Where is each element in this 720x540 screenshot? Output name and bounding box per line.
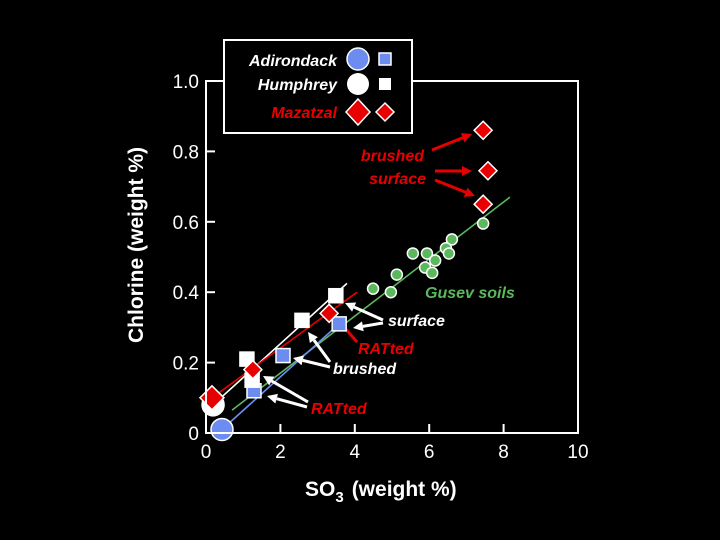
gusev-soils-point [442, 247, 456, 260]
annotation-ratted-upper: RATted [358, 341, 415, 358]
legend-label-mazatzal: Mazatzal [271, 105, 337, 122]
x-axis-label: SO3 (weight %) [305, 478, 457, 506]
x-tick-label: 10 [567, 442, 588, 463]
y-tick-label: 0.6 [173, 213, 199, 234]
x-tick-label: 6 [424, 442, 435, 463]
gusev-soils-point [390, 268, 404, 281]
annotation-brushed-surface-1: brushed [361, 148, 425, 165]
gusev-soils-point [476, 217, 490, 230]
y-tick-label: 0.4 [173, 283, 200, 304]
arrow-head [293, 355, 304, 366]
arrow-head [460, 133, 472, 143]
mazatzal-diamond-point [473, 120, 494, 141]
gusev-soils-point [425, 266, 439, 280]
gusev-soils-point [428, 254, 442, 267]
arrow-head [308, 332, 318, 344]
x-tick-label: 2 [275, 442, 286, 463]
gusev-soils-point [420, 247, 434, 260]
legend-adirondack-square [378, 52, 392, 66]
gusev-soils-point [406, 247, 420, 260]
legend-label-humphrey: Humphrey [258, 77, 338, 94]
humphrey-square-point [328, 287, 344, 304]
legend: Adirondack Humphrey Mazatzal [223, 39, 413, 134]
mazatzal-diamond-point [473, 194, 494, 215]
annotation-brushed: brushed [333, 361, 397, 378]
legend-mazatzal-diamond [374, 101, 396, 123]
y-tick-label: 0.8 [173, 142, 199, 163]
arrow-head [353, 321, 364, 332]
arrow-shaft [362, 321, 384, 328]
arrow-shaft [353, 305, 384, 322]
legend-label-adirondack: Adirondack [248, 53, 338, 70]
x-axis-label-main: SO [305, 478, 335, 501]
arrow-shaft [431, 136, 464, 152]
trend-line [221, 323, 340, 431]
legend-humphrey-square [379, 78, 391, 90]
legend-adirondack-circle [346, 47, 370, 71]
arrow-head [462, 166, 472, 176]
x-tick-label: 0 [201, 442, 212, 463]
mazatzal-diamond-point [319, 303, 340, 324]
x-tick-label: 4 [350, 442, 361, 463]
arrow-head [345, 302, 357, 312]
x-axis-label-subscript: 3 [335, 489, 343, 506]
y-tick-label: 1.0 [173, 72, 199, 93]
adirondack-square-point [275, 347, 291, 364]
adirondack-square-point [331, 316, 347, 332]
y-axis-label: Chlorine (weight %) [125, 147, 148, 343]
trend-line [211, 291, 358, 399]
y-tick-label: 0.2 [173, 354, 199, 375]
arrow-shaft [276, 397, 308, 409]
trend-line [212, 282, 348, 406]
arrow-head [463, 187, 475, 197]
x-tick-label: 8 [498, 442, 509, 463]
gusev-soils-point [366, 282, 380, 295]
legend-humphrey-circle [347, 73, 369, 95]
arrow-head [267, 393, 278, 404]
gusev-soils-point [384, 285, 398, 299]
mazatzal-diamond-point [477, 160, 499, 181]
arrow-head [263, 376, 275, 386]
x-axis-label-suffix: (weight %) [352, 478, 457, 501]
trend-line [231, 196, 511, 411]
trend-lines [211, 196, 511, 431]
annotation-gusev-soils: Gusev soils [425, 285, 515, 302]
legend-mazatzal-big-diamond [344, 97, 372, 127]
annotation-brushed-surface-2: surface [369, 171, 426, 188]
arrow-shaft [434, 178, 467, 194]
annotation-ratted-lower: RATted [311, 401, 368, 418]
arrow-shaft [270, 379, 309, 404]
y-tick-label: 0 [188, 424, 199, 445]
humphrey-square-point [294, 312, 310, 329]
axis-ticks: 0 2 4 6 8 10 0 0.2 0.4 0.6 0.8 1.0 [173, 72, 589, 463]
gusev-soils-point [445, 233, 459, 246]
arrow-shaft [312, 339, 332, 363]
data-points [198, 120, 499, 442]
annotation-surface: surface [388, 313, 445, 330]
annotation-arrows [263, 133, 475, 409]
adirondack-circle-point [210, 417, 234, 442]
mazatzal-diamond-point [242, 359, 263, 380]
arrow-shaft [302, 358, 331, 369]
